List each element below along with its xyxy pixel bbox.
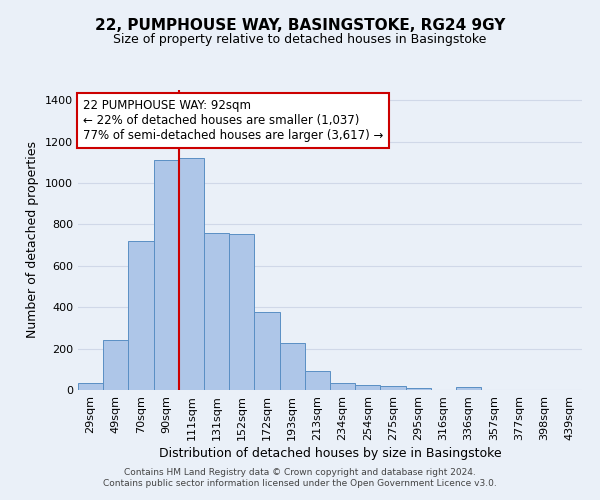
X-axis label: Distribution of detached houses by size in Basingstoke: Distribution of detached houses by size … <box>158 447 502 460</box>
Bar <box>78 383 103 390</box>
Bar <box>330 383 355 390</box>
Bar <box>380 386 406 390</box>
Text: 22, PUMPHOUSE WAY, BASINGSTOKE, RG24 9GY: 22, PUMPHOUSE WAY, BASINGSTOKE, RG24 9GY <box>95 18 505 32</box>
Text: 22 PUMPHOUSE WAY: 92sqm
← 22% of detached houses are smaller (1,037)
77% of semi: 22 PUMPHOUSE WAY: 92sqm ← 22% of detache… <box>83 99 383 142</box>
Y-axis label: Number of detached properties: Number of detached properties <box>26 142 40 338</box>
Bar <box>355 385 380 390</box>
Bar <box>103 340 128 390</box>
Bar <box>229 234 254 390</box>
Bar <box>204 233 229 390</box>
Bar <box>456 387 481 390</box>
Bar <box>305 372 330 390</box>
Bar <box>179 158 204 390</box>
Bar <box>254 312 280 390</box>
Bar <box>280 344 305 390</box>
Bar <box>154 160 179 390</box>
Text: Size of property relative to detached houses in Basingstoke: Size of property relative to detached ho… <box>113 32 487 46</box>
Bar <box>128 241 154 390</box>
Text: Contains HM Land Registry data © Crown copyright and database right 2024.
Contai: Contains HM Land Registry data © Crown c… <box>103 468 497 487</box>
Bar <box>406 388 431 390</box>
